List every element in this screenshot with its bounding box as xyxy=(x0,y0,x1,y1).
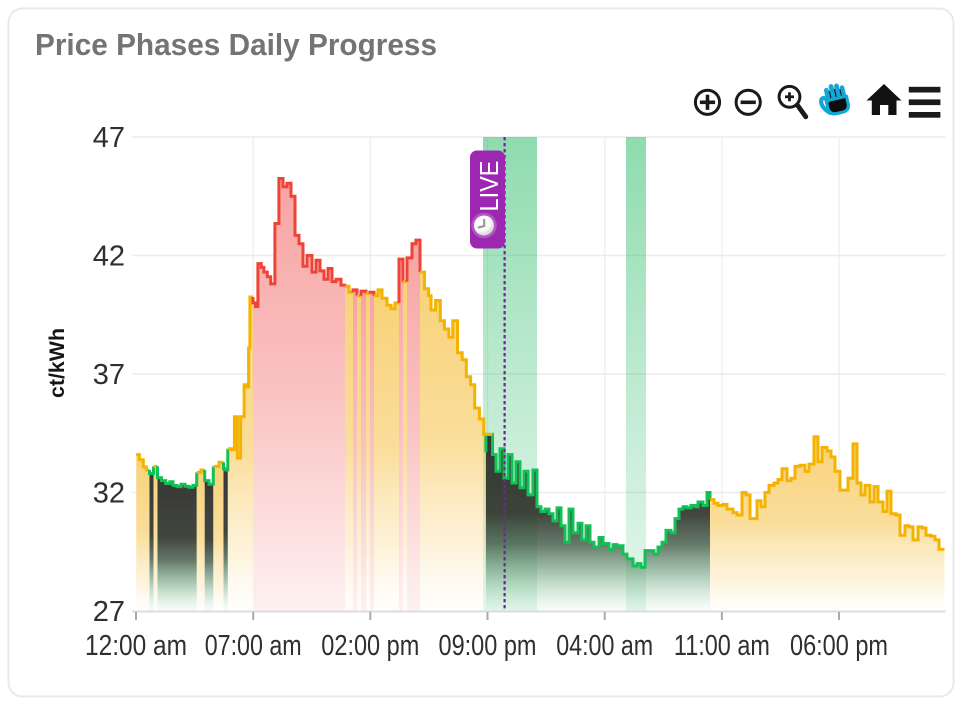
svg-text:04:00 am: 04:00 am xyxy=(556,630,653,662)
svg-text:37: 37 xyxy=(93,359,125,391)
svg-text:42: 42 xyxy=(93,241,125,273)
svg-text:06:00 pm: 06:00 pm xyxy=(790,630,888,662)
svg-text:32: 32 xyxy=(93,478,125,510)
svg-text:ct/kWh: ct/kWh xyxy=(45,328,69,398)
svg-text:09:00 pm: 09:00 pm xyxy=(439,630,537,662)
svg-text:12:00 am: 12:00 am xyxy=(85,630,187,662)
svg-text:27: 27 xyxy=(93,596,125,628)
svg-text:LIVE: LIVE xyxy=(474,161,504,212)
svg-text:Price Phases Daily Progress: Price Phases Daily Progress xyxy=(35,27,437,62)
svg-text:11:00 am: 11:00 am xyxy=(674,630,770,662)
svg-text:07:00 am: 07:00 am xyxy=(205,630,302,662)
svg-text:02:00 pm: 02:00 pm xyxy=(321,630,419,662)
svg-text:47: 47 xyxy=(93,122,125,154)
